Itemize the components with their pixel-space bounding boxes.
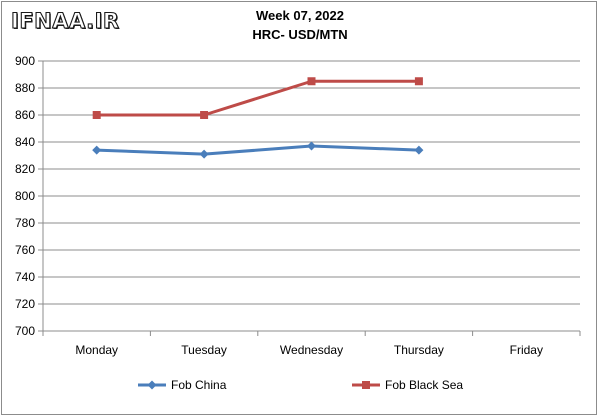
data-point <box>307 141 316 151</box>
legend-entry: Fob China <box>138 378 227 392</box>
y-tick-label: 780 <box>15 216 35 230</box>
y-tick-label: 800 <box>15 189 35 203</box>
series-line <box>96 79 419 117</box>
series-lines <box>92 77 424 159</box>
x-tick-label: Monday <box>75 343 118 357</box>
y-tick-label: 860 <box>15 108 35 122</box>
data-point <box>199 149 209 159</box>
chart-title: Week 07, 2022 <box>256 8 344 23</box>
y-tick-label: 900 <box>15 54 35 68</box>
series-line <box>96 144 419 156</box>
series-0 <box>92 141 424 159</box>
x-tick-label: Tuesday <box>181 343 227 357</box>
legend-entry: Fob Black Sea <box>352 378 463 392</box>
data-point <box>307 77 316 86</box>
series-1 <box>92 77 423 119</box>
y-tick-label: 700 <box>15 324 35 338</box>
y-tick-label: 880 <box>15 81 35 95</box>
x-tick-label: Friday <box>510 343 543 357</box>
gridlines <box>43 60 580 332</box>
data-point <box>414 145 424 155</box>
y-tick-label: 740 <box>15 270 35 284</box>
data-point <box>92 145 102 155</box>
legend-label: Fob China <box>171 378 227 392</box>
data-point <box>92 111 101 119</box>
legend-marker <box>147 380 157 390</box>
y-tick-label: 720 <box>15 297 35 311</box>
x-tick-label: Thursday <box>394 343 444 357</box>
site-logo: IFNAA.IR <box>10 8 120 33</box>
y-tick-label: 840 <box>15 135 35 149</box>
y-tick-label: 760 <box>15 243 35 257</box>
y-tick-label: 820 <box>15 162 35 176</box>
data-point <box>200 111 209 119</box>
legend-marker <box>362 381 370 389</box>
data-point <box>414 77 423 86</box>
legend: Fob China Fob Black Sea <box>138 378 463 392</box>
x-tick-label: Wednesday <box>280 343 343 357</box>
legend-label: Fob Black Sea <box>385 378 463 392</box>
x-axis: Monday Tuesday Wednesday Thursday Friday <box>42 330 581 357</box>
chart-subtitle: HRC- USD/MTN <box>252 27 348 42</box>
y-axis: 700 720 740 760 780 800 820 840 860 880 900 <box>15 54 44 338</box>
